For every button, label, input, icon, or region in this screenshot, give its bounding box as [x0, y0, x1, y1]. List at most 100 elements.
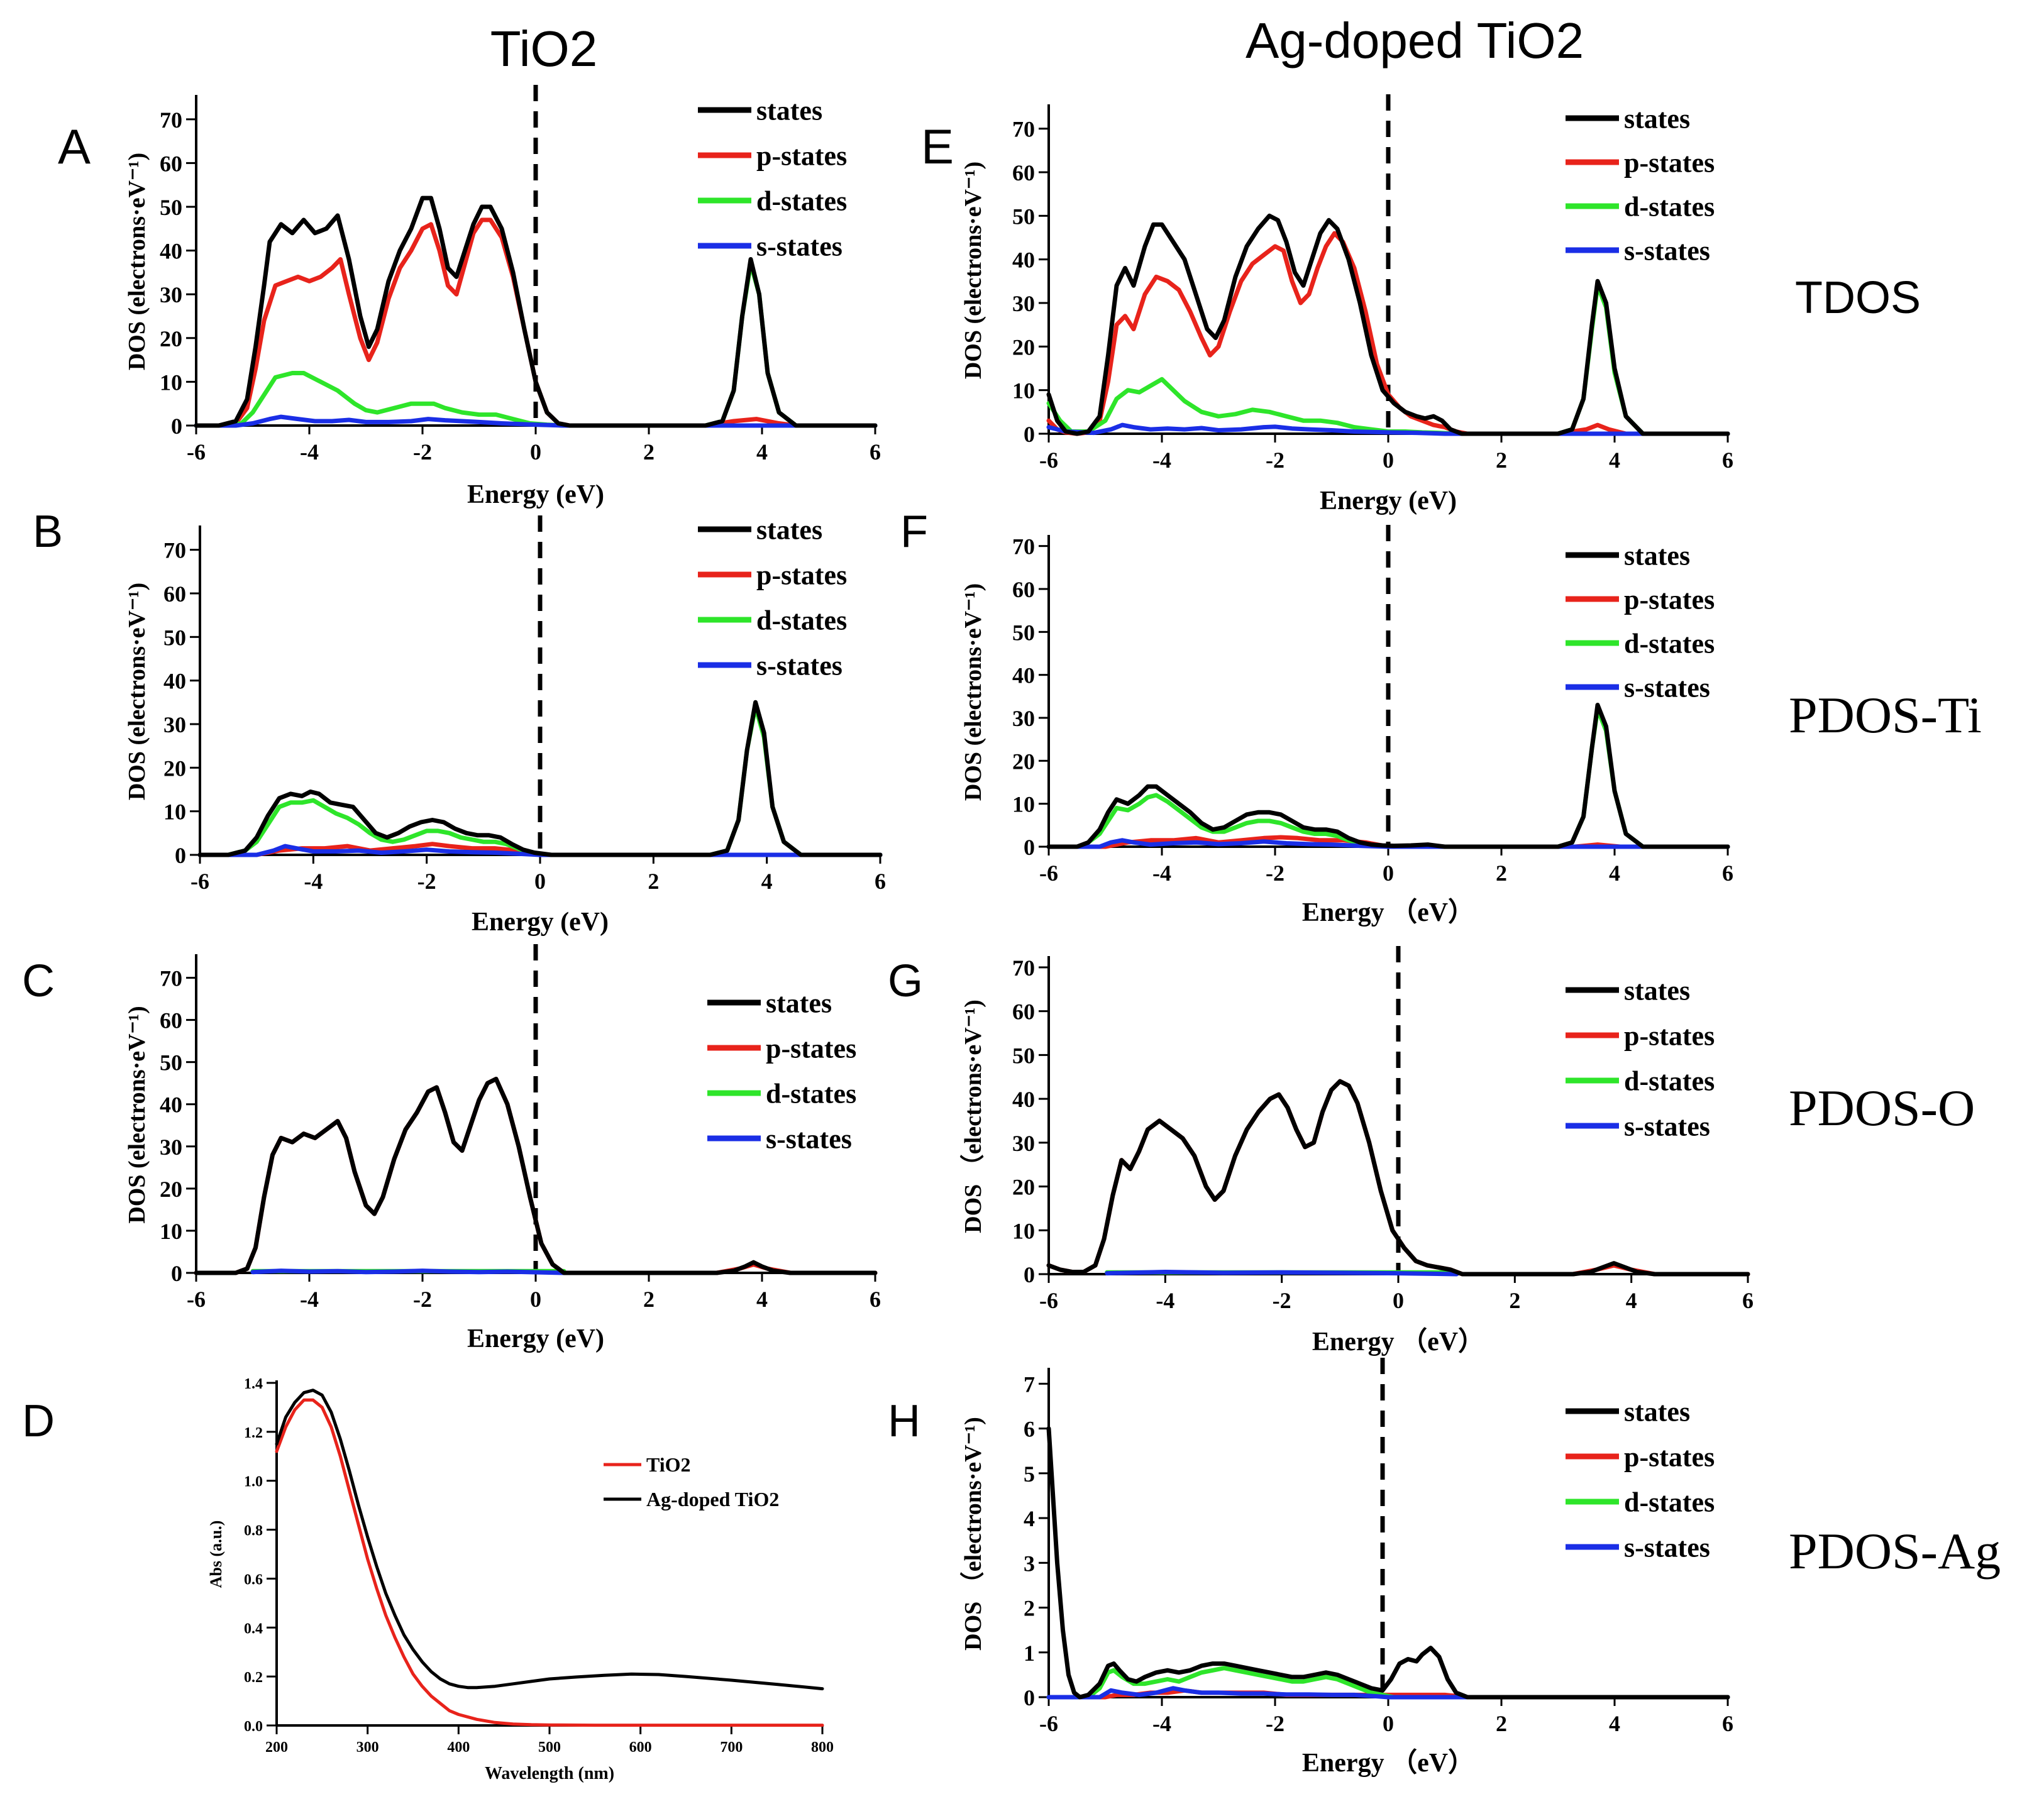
- y-axis-title: DOS (electrons·eV⁻¹): [124, 583, 150, 800]
- y-tick-label: 60: [1012, 160, 1035, 185]
- y-tick-label: 0: [175, 843, 186, 868]
- legend-label-d-states: d-states: [1624, 1487, 1715, 1517]
- y-tick-label: 60: [1012, 999, 1035, 1025]
- x-tick-label: 800: [811, 1739, 834, 1756]
- y-tick-label: 0: [1024, 422, 1035, 447]
- y-tick-label: 50: [163, 625, 186, 650]
- series-line-states: [1046, 703, 1730, 849]
- series-line-states: [194, 195, 878, 428]
- x-tick-label: -2: [413, 1287, 432, 1312]
- series-line-s-states: [1046, 1686, 1730, 1700]
- legend-label-s-states: s-states: [756, 231, 842, 261]
- panel-c: 0 10 20 30 40 50 60 70 -6 -4 -2 0 2 4 6 Energy (eV) DOS …: [124, 944, 881, 1353]
- row-label-pdos-ag: PDOS-Ag: [1789, 1522, 2001, 1580]
- row-label-pdos-ti: PDOS-Ti: [1789, 686, 1982, 744]
- y-tick-label: 70: [160, 107, 182, 133]
- y-tick-label: 5: [1024, 1461, 1035, 1487]
- y-tick-label: 30: [160, 282, 182, 307]
- x-tick-label: -6: [191, 869, 209, 894]
- y-tick-label: 20: [1012, 1175, 1035, 1200]
- y-tick-label: 20: [1012, 749, 1035, 774]
- y-tick-label: 60: [160, 151, 182, 176]
- x-axis-title: Energy (eV): [472, 908, 609, 937]
- x-tick-label: -4: [300, 1287, 319, 1312]
- y-tick-label: 0: [1024, 835, 1035, 860]
- y-tick-label: 20: [160, 1177, 182, 1202]
- y-tick-label: 50: [160, 1050, 182, 1076]
- x-tick-label: 0: [530, 439, 541, 465]
- legend-label-p-states: p-states: [756, 140, 847, 171]
- y-tick-label: 10: [1012, 378, 1035, 404]
- legend-label-p-states: p-states: [1624, 584, 1715, 615]
- legend-label-s-states: s-states: [756, 650, 842, 681]
- panel-g: 0 10 20 30 40 50 60 70 -6 -4 -2 0 2 4 6 Energy （eV） DOS …: [960, 946, 1754, 1356]
- x-tick-label: -2: [1266, 861, 1284, 886]
- row-label-tdos: TDOS: [1795, 273, 1921, 323]
- x-tick-label: 2: [1496, 448, 1507, 473]
- y-tick-label: 40: [163, 669, 186, 694]
- series-line-states: [1046, 213, 1730, 436]
- y-tick-label: 4: [1024, 1506, 1035, 1531]
- y-tick-label: 0: [171, 414, 182, 439]
- y-axis-title: DOS (electrons·eV⁻¹): [124, 1006, 150, 1223]
- x-tick-label: 4: [1626, 1288, 1637, 1313]
- y-axis-title: DOS (electrons·eV⁻¹): [960, 583, 986, 801]
- y-tick-label: 0: [1024, 1262, 1035, 1287]
- y-tick-label: 60: [160, 1008, 182, 1033]
- x-tick-label: 0: [530, 1287, 541, 1312]
- y-tick-label: 50: [1012, 1043, 1035, 1068]
- x-axis-title: Wavelength (nm): [485, 1764, 614, 1783]
- column-title-right: Ag-doped TiO2: [1246, 13, 1584, 69]
- legend-label-s-states: s-states: [1624, 672, 1710, 703]
- y-tick-label: 60: [1012, 577, 1035, 602]
- legend-label-states: states: [1624, 540, 1690, 571]
- legend-label-states: states: [1624, 103, 1690, 134]
- x-tick-label: -6: [187, 439, 206, 465]
- x-tick-label: 4: [756, 1287, 768, 1312]
- y-tick-label: 40: [160, 1092, 182, 1118]
- panel-letter-c: C: [22, 956, 55, 1006]
- x-tick-label: -6: [1039, 861, 1058, 886]
- series-line-d-states: [1046, 1666, 1730, 1700]
- x-tick-label: -4: [300, 439, 319, 465]
- series-line-tio2: [275, 1398, 824, 1727]
- y-tick-label: 40: [1012, 1087, 1035, 1112]
- y-tick-label: 30: [163, 712, 186, 737]
- x-tick-label: 500: [538, 1739, 561, 1756]
- y-tick-label: 40: [160, 239, 182, 264]
- x-tick-label: 4: [1609, 1711, 1620, 1736]
- series-line-states: [1046, 1079, 1750, 1277]
- x-tick-label: 700: [720, 1739, 743, 1756]
- legend-label-s-states: s-states: [1624, 1111, 1710, 1142]
- x-tick-label: 2: [1496, 1711, 1507, 1736]
- x-tick-label: 4: [756, 439, 768, 465]
- x-tick-label: -2: [1266, 448, 1284, 473]
- x-tick-label: 2: [643, 1287, 655, 1312]
- x-tick-label: -6: [1039, 1711, 1058, 1736]
- x-axis-title: Energy （eV）: [1312, 1327, 1484, 1356]
- y-tick-label: 40: [1012, 248, 1035, 273]
- y-axis-title: Abs (a.u.): [207, 1521, 225, 1588]
- legend-label-s-states: s-states: [1624, 1532, 1710, 1563]
- y-tick-label: 30: [160, 1135, 182, 1160]
- legend-label-d-states: d-states: [1624, 628, 1715, 659]
- y-tick-label: 0.2: [244, 1670, 263, 1686]
- series-line-s-states: [1046, 838, 1730, 849]
- x-tick-label: -4: [1152, 861, 1171, 886]
- y-tick-label: 10: [1012, 1218, 1035, 1243]
- legend-label-d-states: d-states: [756, 185, 847, 216]
- legend-label-states: states: [756, 95, 822, 126]
- y-tick-label: 20: [160, 326, 182, 351]
- x-tick-label: -2: [413, 439, 432, 465]
- y-tick-label: 50: [1012, 204, 1035, 229]
- x-axis-title: Energy （eV）: [1302, 898, 1474, 927]
- panel-letter-a: A: [58, 119, 91, 174]
- y-tick-label: 3: [1024, 1551, 1035, 1576]
- panel-a: 0 10 20 30 40 50 60 70 -6 -4 -2 0 2 4 6 Energy (eV) DOS …: [124, 85, 881, 509]
- x-tick-label: 6: [870, 1287, 881, 1312]
- panel-letter-b: B: [33, 507, 63, 557]
- series-line-s-states: [250, 1268, 566, 1275]
- y-axis-title: DOS （electrons·eV⁻¹): [960, 1417, 986, 1651]
